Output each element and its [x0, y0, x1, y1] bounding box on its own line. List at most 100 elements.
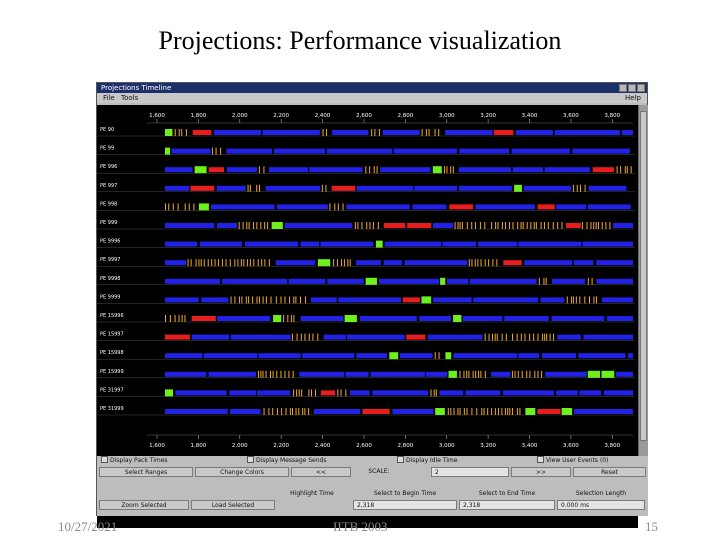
- processor-label: PE 15999: [100, 369, 124, 375]
- computation-block: [165, 241, 198, 247]
- select-ranges-button[interactable]: Select Ranges: [99, 467, 193, 477]
- idle-tick: [238, 222, 240, 229]
- close-icon[interactable]: [637, 84, 645, 92]
- scale-input[interactable]: 2: [431, 467, 509, 477]
- computation-block: [439, 390, 464, 396]
- scroll-left-button[interactable]: <<: [291, 467, 351, 477]
- display-idle-time-checkbox[interactable]: Display Idle Time: [397, 456, 458, 466]
- idle-tick: [187, 259, 189, 267]
- computation-block: [320, 241, 374, 247]
- idle-tick: [590, 222, 592, 229]
- idle-tick: [257, 259, 259, 267]
- idle-tick: [217, 259, 219, 267]
- idle-tick: [298, 389, 300, 397]
- idle-tick: [584, 296, 586, 304]
- window-titlebar[interactable]: Projections Timeline: [97, 83, 647, 93]
- scroll-right-button[interactable]: >>: [511, 467, 571, 477]
- idle-tick: [215, 147, 217, 155]
- menu-file[interactable]: File: [103, 94, 115, 102]
- minimize-icon[interactable]: [619, 84, 627, 92]
- idle-tick: [178, 129, 180, 136]
- timeline-plot[interactable]: 1,600 1,600 1,800 1,800 2,000 2,000 2,200 2,200…: [97, 105, 638, 456]
- idle-tick: [343, 259, 345, 267]
- idle-tick: [501, 333, 503, 341]
- idle-tick: [281, 408, 283, 415]
- computation-block: [326, 148, 393, 154]
- highlight-block: [344, 315, 357, 322]
- display-message-sends-checkbox[interactable]: Display Message Sends: [247, 456, 326, 466]
- change-colors-button[interactable]: Change Colors: [195, 467, 289, 477]
- highlight-block: [435, 408, 445, 415]
- computation-block: [211, 204, 275, 210]
- highlight-block: [165, 389, 174, 397]
- menu-help[interactable]: Help: [625, 94, 641, 102]
- idle-tick: [537, 370, 539, 378]
- end-time-field[interactable]: 2,318: [459, 500, 555, 510]
- idle-tick: [538, 277, 540, 285]
- highlight-block: [165, 129, 173, 136]
- idle-tick: [497, 408, 499, 415]
- idle-tick: [174, 129, 176, 136]
- computation-block: [628, 353, 633, 359]
- axis-label-top: 2,000: [232, 113, 248, 119]
- computation-block: [621, 130, 633, 135]
- axis-label-bottom: 2,200: [273, 443, 289, 449]
- computation-block: [554, 130, 620, 135]
- menu-tools[interactable]: Tools: [121, 94, 139, 102]
- selection-length-field[interactable]: 0.000 ms: [557, 500, 645, 510]
- computation-block: [587, 204, 631, 210]
- idle-tick: [450, 166, 452, 174]
- computation-block: [230, 334, 291, 340]
- computation-block: [426, 371, 448, 377]
- computation-block: [556, 390, 578, 396]
- idle-tick: [459, 370, 461, 378]
- highlight-block: [440, 277, 446, 285]
- reset-button[interactable]: Reset: [573, 467, 646, 477]
- idle-tick: [260, 370, 262, 378]
- computation-block: [524, 260, 573, 266]
- scrollbar-thumb[interactable]: [640, 111, 647, 441]
- computation-block: [230, 409, 261, 414]
- idle-tick: [270, 296, 272, 304]
- load-selected-button[interactable]: Load Selected: [191, 500, 275, 510]
- axis-label-top: 3,200: [480, 113, 496, 119]
- idle-tick: [308, 333, 310, 341]
- idle-tick: [452, 166, 454, 174]
- begin-time-field[interactable]: 2,318: [353, 500, 457, 510]
- idle-tick: [471, 408, 473, 415]
- idle-tick: [293, 389, 295, 397]
- computation-block: [616, 371, 633, 377]
- idle-tick: [468, 370, 470, 378]
- computation-block: [399, 353, 433, 359]
- computation-block: [217, 316, 271, 321]
- vertical-scrollbar[interactable]: [638, 105, 648, 456]
- idle-tick: [544, 333, 546, 341]
- computation-block: [545, 371, 587, 377]
- maximize-icon[interactable]: [628, 84, 636, 92]
- idle-tick: [572, 184, 574, 192]
- idle-tick: [267, 222, 269, 229]
- idle-tick: [521, 370, 523, 378]
- idle-tick: [496, 333, 498, 341]
- idle-tick: [221, 259, 223, 267]
- idle-tick: [609, 222, 611, 229]
- zoom-selected-button[interactable]: Zoom Selected: [99, 500, 189, 510]
- processor-label: PE 15996: [100, 313, 124, 319]
- idle-tick: [292, 370, 294, 378]
- display-pack-times-checkbox[interactable]: Display Pack Times: [101, 456, 168, 466]
- idle-tick: [591, 277, 593, 285]
- idle-tick: [334, 203, 336, 211]
- idle-tick: [312, 333, 314, 341]
- idle-tick: [249, 184, 251, 192]
- view-user-events-checkbox[interactable]: View User Events (0): [537, 456, 608, 466]
- axis-label-top: 3,400: [522, 113, 538, 119]
- highlight-block: [365, 277, 377, 285]
- idle-tick: [595, 296, 597, 304]
- idle-tick: [265, 370, 267, 378]
- idle-tick: [345, 389, 347, 397]
- idle-tick: [459, 222, 461, 229]
- idle-tick: [260, 222, 262, 229]
- idle-tick: [317, 333, 319, 341]
- idle-tick: [272, 408, 274, 415]
- highlight-block: [194, 166, 207, 174]
